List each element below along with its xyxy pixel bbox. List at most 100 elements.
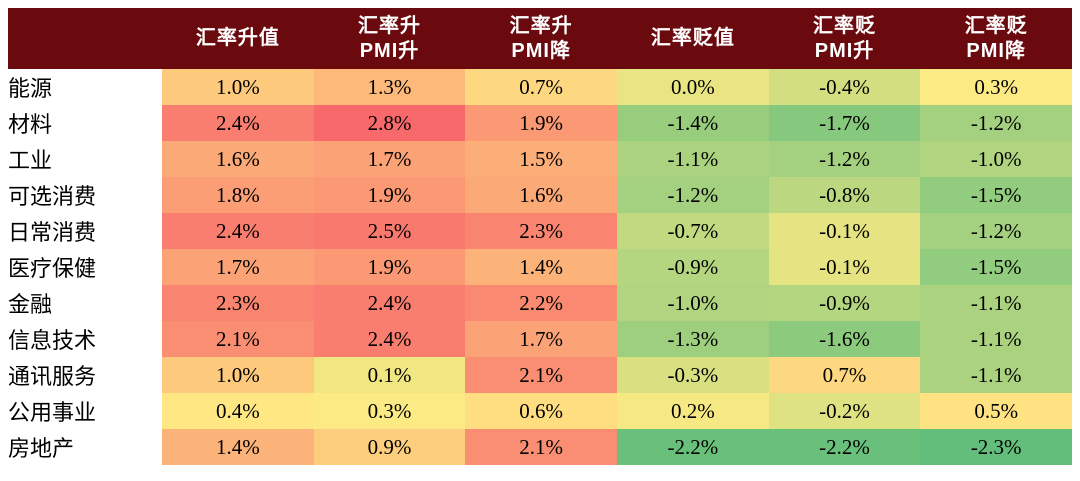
row-label: 能源 bbox=[8, 69, 162, 105]
heatmap-cell: -0.9% bbox=[768, 285, 921, 321]
heatmap-cell: -1.0% bbox=[920, 141, 1073, 177]
heatmap-cell: -1.4% bbox=[617, 105, 769, 141]
heatmap-cell: -1.1% bbox=[920, 321, 1073, 357]
heatmap-cell: 1.5% bbox=[465, 141, 618, 177]
heatmap-cell: 2.2% bbox=[465, 285, 618, 321]
heatmap-cell: 0.1% bbox=[313, 357, 466, 393]
heatmap-cell: 0.6% bbox=[465, 393, 618, 429]
heatmap-cell: -2.3% bbox=[920, 429, 1073, 465]
heatmap-cell: -0.3% bbox=[617, 357, 769, 393]
heatmap-cell: 0.4% bbox=[162, 393, 314, 429]
heatmap-cell: 2.8% bbox=[313, 105, 466, 141]
heatmap-cell: -1.1% bbox=[920, 285, 1073, 321]
heatmap-cell: -0.7% bbox=[617, 213, 769, 249]
heatmap-cell: 1.8% bbox=[162, 177, 314, 213]
heatmap-cell: 1.4% bbox=[162, 429, 314, 465]
heatmap-cell: 1.7% bbox=[465, 321, 618, 357]
heatmap-cell: 0.7% bbox=[768, 357, 921, 393]
heatmap-cell: 1.9% bbox=[465, 105, 618, 141]
table-row: 通讯服务 1.0% 0.1% 2.1% -0.3% 0.7% -1.1% bbox=[8, 357, 1073, 393]
table-row: 金融 2.3% 2.4% 2.2% -1.0% -0.9% -1.1% bbox=[8, 285, 1073, 321]
table-row: 房地产 1.4% 0.9% 2.1% -2.2% -2.2% -2.3% bbox=[8, 429, 1073, 465]
column-header-2: 汇率升 PMI升 bbox=[314, 8, 466, 69]
heatmap-cell: -2.2% bbox=[617, 429, 769, 465]
row-label: 医疗保健 bbox=[8, 249, 162, 285]
heatmap-cell: 0.5% bbox=[920, 393, 1073, 429]
heatmap-cell: 0.0% bbox=[617, 69, 769, 105]
heatmap-cell: 2.4% bbox=[162, 213, 314, 249]
column-header-line2: PMI升 bbox=[359, 39, 420, 62]
column-header-6: 汇率贬 PMI降 bbox=[920, 8, 1072, 69]
heatmap-cell: -1.6% bbox=[768, 321, 921, 357]
heatmap-cell: 2.1% bbox=[162, 321, 314, 357]
row-label: 日常消费 bbox=[8, 213, 162, 249]
table-row: 日常消费 2.4% 2.5% 2.3% -0.7% -0.1% -1.2% bbox=[8, 213, 1073, 249]
table-row: 公用事业 0.4% 0.3% 0.6% 0.2% -0.2% 0.5% bbox=[8, 393, 1073, 429]
heatmap-cell: 2.5% bbox=[313, 213, 466, 249]
column-header-line1: 汇率升 bbox=[358, 14, 421, 37]
column-header-4: 汇率贬值 bbox=[617, 8, 769, 69]
heatmap-cell: -1.3% bbox=[617, 321, 769, 357]
column-header-line2: PMI升 bbox=[814, 39, 875, 62]
heatmap-cell: -0.2% bbox=[768, 393, 921, 429]
row-label: 房地产 bbox=[8, 429, 162, 465]
heatmap-cell: 1.0% bbox=[162, 69, 314, 105]
table-row: 可选消费 1.8% 1.9% 1.6% -1.2% -0.8% -1.5% bbox=[8, 177, 1073, 213]
heatmap-cell: 2.1% bbox=[465, 429, 618, 465]
heatmap-cell: 1.6% bbox=[465, 177, 618, 213]
heatmap-cell: 2.1% bbox=[465, 357, 618, 393]
column-header-3: 汇率升 PMI降 bbox=[465, 8, 617, 69]
column-header-5: 汇率贬 PMI升 bbox=[769, 8, 921, 69]
column-header-line1: 汇率贬 bbox=[813, 14, 877, 37]
heatmap-cell: 0.3% bbox=[920, 69, 1073, 105]
heatmap-cell: 0.2% bbox=[617, 393, 769, 429]
row-label: 工业 bbox=[8, 141, 162, 177]
heatmap-cell: -1.2% bbox=[617, 177, 769, 213]
column-header-line1: 汇率升 bbox=[509, 14, 573, 37]
heatmap-cell: -1.1% bbox=[617, 141, 769, 177]
row-label: 金融 bbox=[8, 285, 162, 321]
row-label: 通讯服务 bbox=[8, 357, 162, 393]
heatmap-cell: 2.4% bbox=[313, 285, 466, 321]
row-label: 材料 bbox=[8, 105, 162, 141]
table-row: 工业 1.6% 1.7% 1.5% -1.1% -1.2% -1.0% bbox=[8, 141, 1073, 177]
heatmap-cell: 1.3% bbox=[313, 69, 466, 105]
column-header-1: 汇率升值 bbox=[162, 8, 314, 69]
heatmap-cell: 1.0% bbox=[162, 357, 314, 393]
heatmap-cell: -1.5% bbox=[920, 249, 1073, 285]
sector-fx-pmi-heatmap: 汇率升值 汇率升 PMI升 汇率升 PMI降 汇率贬值 汇率贬 PMI升 汇率贬 PMI降 能源 1… bbox=[8, 8, 1073, 465]
heatmap-cell: 1.9% bbox=[313, 249, 466, 285]
column-header-line2: PMI降 bbox=[966, 39, 1026, 62]
column-header-line1: 汇率贬 bbox=[964, 14, 1028, 37]
heatmap-cell: -0.1% bbox=[768, 249, 921, 285]
row-label: 可选消费 bbox=[8, 177, 162, 213]
heatmap-cell: 2.4% bbox=[313, 321, 466, 357]
table-row: 材料 2.4% 2.8% 1.9% -1.4% -1.7% -1.2% bbox=[8, 105, 1073, 141]
heatmap-cell: -1.2% bbox=[920, 105, 1073, 141]
heatmap-cell: 2.4% bbox=[162, 105, 314, 141]
row-label: 信息技术 bbox=[8, 321, 162, 357]
table-row: 能源 1.0% 1.3% 0.7% 0.0% -0.4% 0.3% bbox=[8, 69, 1073, 105]
column-header-line1: 汇率升值 bbox=[195, 27, 280, 49]
table-row: 医疗保健 1.7% 1.9% 1.4% -0.9% -0.1% -1.5% bbox=[8, 249, 1073, 285]
heatmap-cell: -1.1% bbox=[920, 357, 1073, 393]
column-header-line1: 汇率贬值 bbox=[650, 27, 735, 49]
heatmap-cell: -1.7% bbox=[768, 105, 921, 141]
heatmap-cell: -2.2% bbox=[768, 429, 921, 465]
heatmap-cell: 1.7% bbox=[313, 141, 466, 177]
heatmap-cell: -1.0% bbox=[617, 285, 769, 321]
header-label-spacer bbox=[8, 8, 162, 69]
heatmap-cell: 1.9% bbox=[313, 177, 466, 213]
heatmap-cell: -1.2% bbox=[768, 141, 921, 177]
heatmap-cell: 0.7% bbox=[465, 69, 618, 105]
heatmap-cell: 2.3% bbox=[465, 213, 618, 249]
heatmap-cell: -1.5% bbox=[920, 177, 1073, 213]
heatmap-cell: -1.2% bbox=[920, 213, 1073, 249]
heatmap-cell: 1.7% bbox=[162, 249, 314, 285]
heatmap-cell: -0.4% bbox=[768, 69, 921, 105]
heatmap-cell: 0.3% bbox=[313, 393, 466, 429]
table-header: 汇率升值 汇率升 PMI升 汇率升 PMI降 汇率贬值 汇率贬 PMI升 汇率贬 PMI降 bbox=[8, 8, 1072, 69]
table-body: 能源 1.0% 1.3% 0.7% 0.0% -0.4% 0.3% 材料 2.4% 2.8% 1.9… bbox=[8, 69, 1073, 465]
heatmap-cell: 1.4% bbox=[465, 249, 618, 285]
row-label: 公用事业 bbox=[8, 393, 162, 429]
